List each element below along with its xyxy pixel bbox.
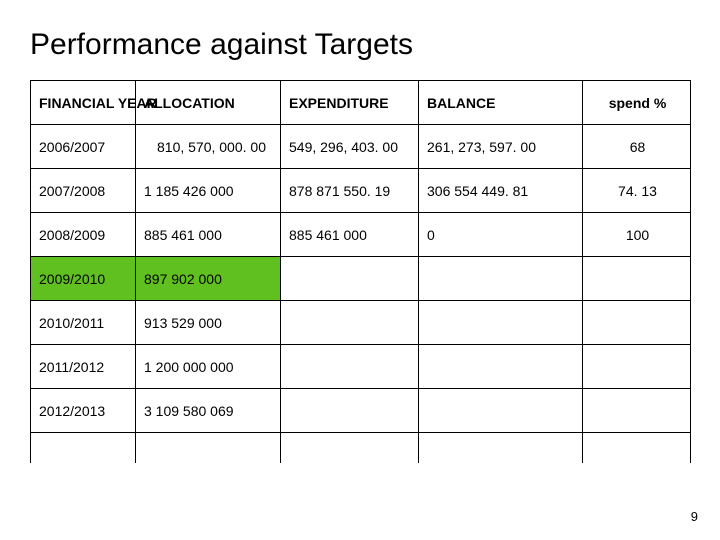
- cell-allocation: 897 902 000: [136, 257, 281, 301]
- cell-balance: 306 554 449. 81: [419, 169, 583, 213]
- table-row: 2011/2012 1 200 000 000: [31, 345, 691, 389]
- table-row: 2012/2013 3 109 580 069: [31, 389, 691, 433]
- table-row-empty: [31, 433, 691, 463]
- cell-allocation: 810, 570, 000. 00: [136, 125, 281, 169]
- cell-expenditure: [281, 345, 419, 389]
- cell-year: 2011/2012: [31, 345, 136, 389]
- cell-spend: [583, 345, 691, 389]
- cell-allocation: 1 185 426 000: [136, 169, 281, 213]
- cell-expenditure: [281, 257, 419, 301]
- cell-spend: 100: [583, 213, 691, 257]
- page-number: 9: [691, 509, 698, 524]
- cell-balance: 0: [419, 213, 583, 257]
- cell-balance: [419, 389, 583, 433]
- cell-allocation: 3 109 580 069: [136, 389, 281, 433]
- cell-spend: [583, 257, 691, 301]
- cell-spend: [583, 301, 691, 345]
- cell-year: 2010/2011: [31, 301, 136, 345]
- table-row: 2007/2008 1 185 426 000 878 871 550. 19 …: [31, 169, 691, 213]
- table-row: 2008/2009 885 461 000 885 461 000 0 100: [31, 213, 691, 257]
- cell-spend: 74. 13: [583, 169, 691, 213]
- performance-table: FINANCIAL YEAR ALLOCATION EXPENDITURE BA…: [30, 80, 691, 463]
- cell-expenditure: 549, 296, 403. 00: [281, 125, 419, 169]
- cell-year: 2009/2010: [31, 257, 136, 301]
- col-allocation: ALLOCATION: [136, 81, 281, 125]
- cell-balance: 261, 273, 597. 00: [419, 125, 583, 169]
- cell-allocation: 1 200 000 000: [136, 345, 281, 389]
- cell-balance: [419, 345, 583, 389]
- cell-expenditure: [281, 301, 419, 345]
- cell-balance: [419, 257, 583, 301]
- cell-spend: 68: [583, 125, 691, 169]
- cell-year: 2008/2009: [31, 213, 136, 257]
- table-row-highlight: 2009/2010 897 902 000: [31, 257, 691, 301]
- cell-expenditure: 878 871 550. 19: [281, 169, 419, 213]
- table-row: 2006/2007 810, 570, 000. 00 549, 296, 40…: [31, 125, 691, 169]
- cell-expenditure: 885 461 000: [281, 213, 419, 257]
- cell-year: 2012/2013: [31, 389, 136, 433]
- col-balance: BALANCE: [419, 81, 583, 125]
- cell-balance: [419, 301, 583, 345]
- col-spend-pct: spend %: [583, 81, 691, 125]
- cell-allocation: 885 461 000: [136, 213, 281, 257]
- page-title: Performance against Targets: [30, 28, 690, 62]
- col-financial-year: FINANCIAL YEAR: [31, 81, 136, 125]
- header-row: FINANCIAL YEAR ALLOCATION EXPENDITURE BA…: [31, 81, 691, 125]
- cell-spend: [583, 389, 691, 433]
- cell-year: 2007/2008: [31, 169, 136, 213]
- cell-year: 2006/2007: [31, 125, 136, 169]
- col-expenditure: EXPENDITURE: [281, 81, 419, 125]
- cell-expenditure: [281, 389, 419, 433]
- cell-allocation: 913 529 000: [136, 301, 281, 345]
- table-row: 2010/2011 913 529 000: [31, 301, 691, 345]
